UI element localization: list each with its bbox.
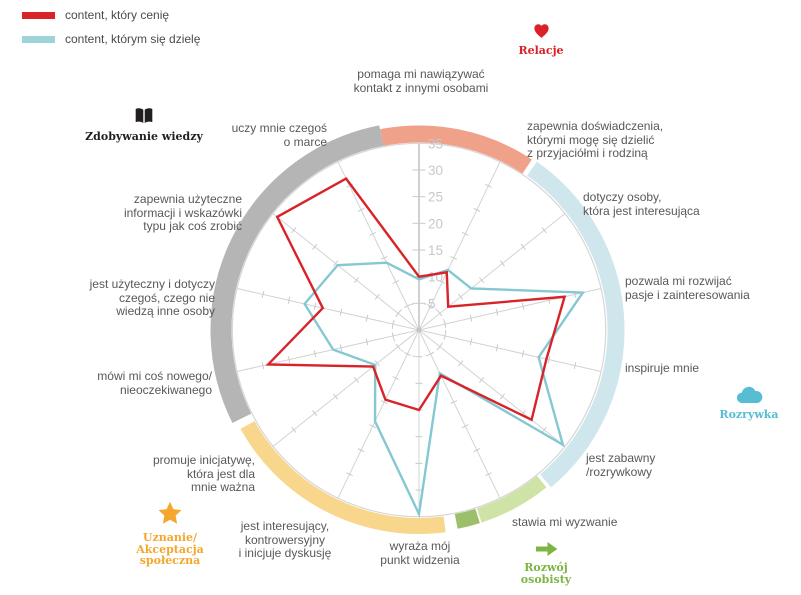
svg-text:20: 20 — [428, 216, 443, 231]
heart-icon — [532, 22, 551, 40]
legend-item: content, którym się dzielę — [22, 32, 200, 46]
axis-label-3: pozwala mi rozwijać pasje i zainteresowa… — [625, 274, 750, 302]
group-badge-rozwoj-osobisty: Rozwój osobisty — [501, 541, 591, 585]
legend-item: content, który cenię — [22, 8, 200, 22]
legend-swatch-shared — [22, 35, 55, 43]
axis-label-2: dotyczy osoby, która jest interesująca — [583, 190, 700, 218]
group-badge-relacje: Relacje — [495, 22, 587, 57]
svg-text:5: 5 — [428, 296, 436, 311]
legend-swatch-valued — [22, 11, 55, 19]
axis-label-4: inspiruje mnie — [625, 361, 700, 375]
legend-label: content, którym się dzielę — [65, 32, 201, 46]
axis-label-7: wyraża mój punkt widzenia — [380, 539, 460, 567]
star-icon — [156, 500, 184, 527]
axis-label-0: pomaga mi nawiązywać kontakt z innymi os… — [353, 67, 489, 95]
group-label: Relacje — [518, 44, 564, 57]
axis-label-10: mówi mi coś nowego/ nieoczekiwanego — [97, 369, 212, 397]
axis-label-5: jest zabawny /rozrywkowy — [586, 451, 656, 479]
legend: content, który cenię content, którym się… — [22, 8, 200, 56]
svg-text:25: 25 — [428, 190, 443, 205]
group-label: Zdobywanie wiedzy — [85, 130, 203, 143]
axis-label-13: uczy mnie czegoś o marce — [231, 121, 327, 149]
legend-label: content, który cenię — [65, 8, 170, 22]
group-badge-zdobywanie-wiedzy: Zdobywanie wiedzy — [64, 105, 224, 143]
group-label: Rozwój osobisty — [520, 561, 572, 586]
book-icon — [132, 105, 156, 126]
group-badge-rozrywka: Rozrywka — [704, 386, 794, 421]
arrow-icon — [534, 541, 559, 557]
axis-label-8: jest interesujący, kontrowersyjny i inic… — [238, 519, 332, 560]
axis-label-12: zapewnia użyteczne informacji i wskazówk… — [123, 192, 242, 233]
axis-label-11: jest użyteczny i dotyczy czegoś, czego n… — [89, 277, 215, 318]
group-badge-uznanie: Uznanie/ Akceptacja społeczna — [120, 500, 220, 567]
axis-label-1: zapewnia doświadczenia, którymi mogę się… — [527, 119, 664, 160]
cloud-icon — [736, 386, 763, 404]
axis-label-9: promuje inicjatywę, która jest dla mnie … — [152, 453, 255, 494]
svg-text:35: 35 — [428, 136, 443, 151]
group-label: Uznanie/ Akceptacja społeczna — [136, 531, 204, 567]
svg-text:30: 30 — [428, 163, 443, 178]
group-label: Rozrywka — [719, 408, 779, 421]
svg-text:15: 15 — [428, 243, 443, 258]
axis-label-6: stawia mi wyzwanie — [512, 515, 618, 529]
